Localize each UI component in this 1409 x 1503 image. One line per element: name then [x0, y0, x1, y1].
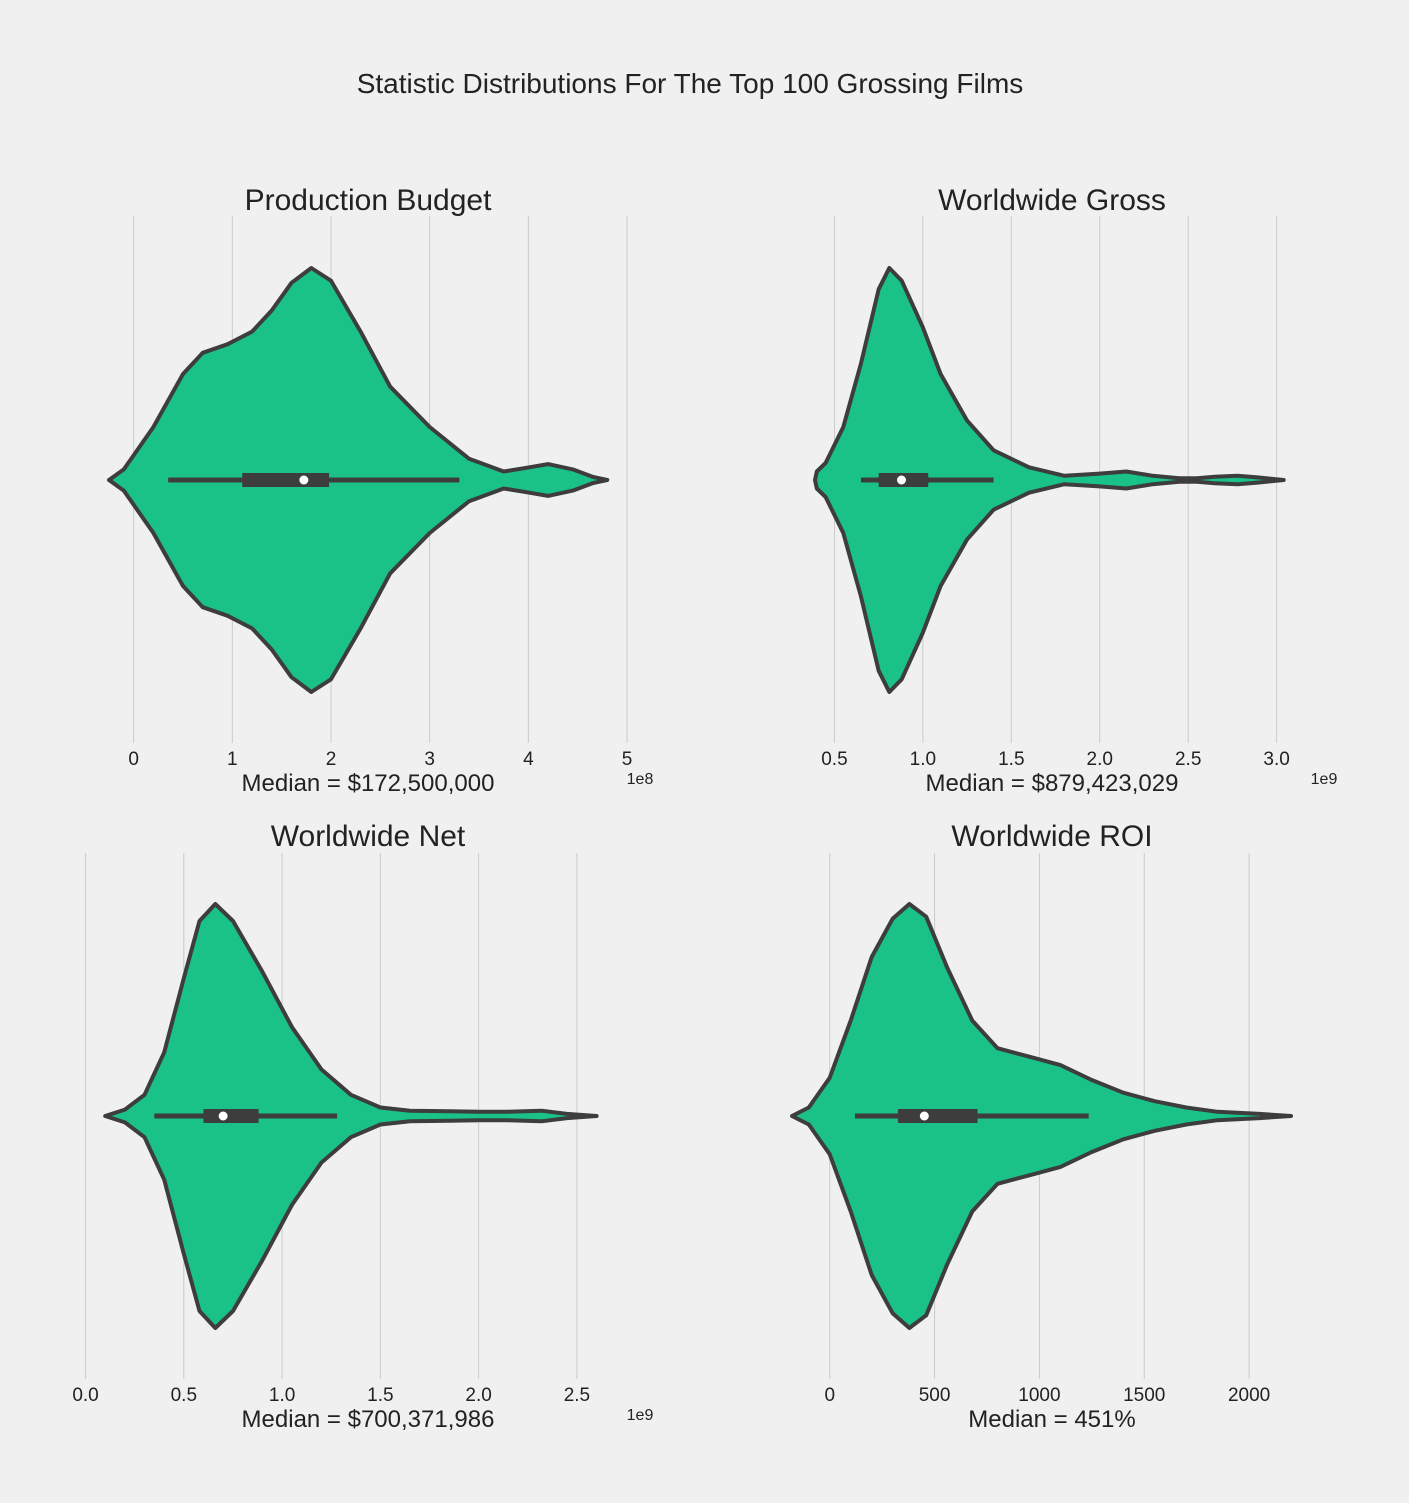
panels: 0 1 2 3 4 5 Production Budget Median = $172,500…	[72, 184, 1337, 1433]
axis-offset-label: 1e8	[627, 771, 654, 788]
violin-body	[813, 266, 1286, 694]
x-axis-label: Median = $700,371,986	[242, 1406, 495, 1433]
axis-offset-label: 1e9	[1311, 771, 1338, 788]
x-tick-label: 3	[424, 749, 435, 770]
x-tick-label: 500	[919, 1385, 951, 1406]
x-tick-label: 0.0	[72, 1385, 98, 1406]
x-tick-label: 4	[523, 749, 534, 770]
x-tick-label: 0	[128, 749, 139, 770]
iqr-box	[203, 1109, 259, 1123]
x-tick-label: 0.5	[821, 749, 847, 770]
panel-4: 0 500 1000 1500 2000 Worldwide ROI Median = 45…	[790, 820, 1293, 1433]
x-tick-label: 2000	[1228, 1385, 1270, 1406]
x-tick-label: 1.0	[269, 1385, 295, 1406]
x-tick-label: 1	[227, 749, 238, 770]
x-tick-label: 3.0	[1263, 749, 1289, 770]
panel-2: 0.5 1.0 1.5 2.0 2.5 3.0 Worldwide Gross Median …	[813, 184, 1338, 797]
median-marker	[919, 1111, 929, 1121]
x-tick-label: 5	[622, 749, 633, 770]
panel-1: 0 1 2 3 4 5 Production Budget Median = $172,500…	[107, 184, 654, 797]
iqr-box	[242, 473, 330, 487]
panel-title: Production Budget	[245, 184, 493, 217]
x-tick-label: 0.5	[171, 1385, 197, 1406]
x-tick-label: 2.0	[465, 1385, 491, 1406]
x-tick-label: 1000	[1018, 1385, 1060, 1406]
x-tick-label: 1500	[1123, 1385, 1165, 1406]
x-tick-label: 1.5	[367, 1385, 393, 1406]
x-tick-label: 2.5	[564, 1385, 590, 1406]
figure-title: Statistic Distributions For The Top 100 …	[357, 68, 1024, 99]
x-axis-label: Median = $879,423,029	[926, 770, 1179, 797]
median-marker	[218, 1111, 228, 1121]
x-tick-label: 1.0	[910, 749, 936, 770]
x-tick-label: 1.5	[998, 749, 1024, 770]
iqr-box	[897, 1109, 978, 1123]
x-tick-label: 2.0	[1087, 749, 1113, 770]
x-axis-label: Median = 451%	[968, 1406, 1135, 1433]
violin-body	[103, 902, 599, 1330]
panel-title: Worldwide ROI	[951, 820, 1152, 853]
panel-title: Worldwide Gross	[938, 184, 1166, 217]
x-tick-label: 2.5	[1175, 749, 1201, 770]
x-axis-label: Median = $172,500,000	[242, 770, 495, 797]
x-tick-label: 2	[326, 749, 337, 770]
x-tick-label: 0	[824, 1385, 835, 1406]
median-marker	[896, 475, 906, 485]
median-marker	[299, 475, 309, 485]
axis-offset-label: 1e9	[627, 1407, 654, 1424]
panel-title: Worldwide Net	[271, 820, 466, 853]
panel-3: 0.0 0.5 1.0 1.5 2.0 2.5 Worldwide Net Median = …	[72, 820, 653, 1433]
